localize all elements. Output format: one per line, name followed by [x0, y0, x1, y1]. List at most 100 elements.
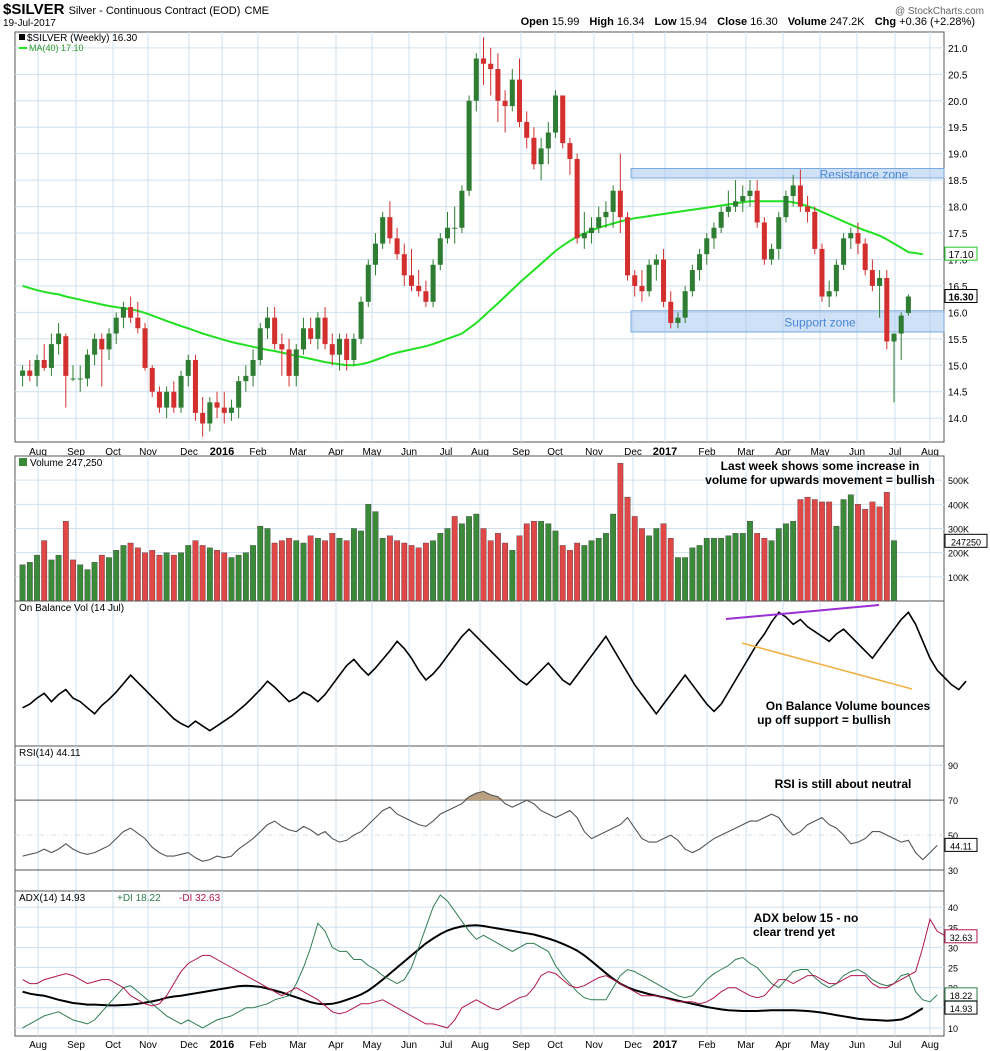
candle-body: [156, 391, 162, 408]
x-axis-tick: Aug: [29, 447, 47, 458]
minus-di-value-box: [944, 929, 978, 944]
candle-body: [524, 121, 530, 138]
open-label: Open: [520, 16, 549, 28]
volume-bar: [451, 516, 458, 602]
bottom-x-axis-tick: Oct: [105, 1040, 121, 1051]
volume-bar: [170, 554, 177, 602]
volume-bar: [41, 540, 48, 602]
plus-di-line: [22, 894, 938, 1029]
x-axis-tick: May: [811, 447, 830, 458]
price-axis-tick: 15.5: [948, 335, 968, 346]
volume-bar: [257, 525, 264, 602]
volume-bar: [732, 533, 739, 602]
volume-bar: [127, 542, 134, 602]
bottom-x-axis-tick: Jun: [401, 1040, 417, 1051]
volume-bar: [271, 542, 278, 602]
price-axis-tick: 20.0: [948, 97, 968, 108]
ohlc-readout: Open 15.99 High 16.34 Low 15.94 Close 16…: [521, 16, 982, 28]
x-axis-tick: Aug: [471, 447, 489, 458]
candle-body: [329, 344, 335, 355]
candle-body: [300, 328, 306, 350]
adx-annotation-line1: ADX below 15 - no: [754, 911, 859, 925]
candle-body: [401, 254, 407, 276]
volume-bar: [790, 521, 797, 602]
volume-bar: [718, 538, 725, 602]
candle-body: [884, 278, 890, 342]
candle-body: [761, 222, 767, 260]
candle-body: [387, 217, 393, 239]
x-axis-tick: Feb: [698, 447, 716, 458]
rsi-annotation: RSI is still about neutral: [775, 777, 912, 791]
bottom-x-axis-tick: Jun: [849, 1040, 865, 1051]
rsi-axis-tick: 90: [948, 761, 958, 771]
volume-bar: [358, 530, 364, 602]
ma-value-box: [944, 246, 978, 261]
candle-body: [365, 264, 371, 302]
candle-body: [603, 211, 609, 218]
volume-value-box: [944, 533, 988, 548]
candle-body: [653, 259, 659, 265]
volume-bar: [847, 494, 854, 602]
volume-bar: [552, 530, 559, 602]
volume-bar: [300, 542, 307, 602]
candle-body: [466, 100, 472, 191]
volume-bar: [509, 550, 516, 602]
volume-annotation-line2: volume for upwards movement = bullish: [705, 473, 935, 487]
candle-body: [279, 344, 285, 350]
rsi-value-box: [944, 837, 978, 852]
x-axis-tick: Apr: [775, 447, 791, 458]
price-axis-tick: 14.5: [948, 388, 968, 399]
candle-body: [315, 317, 321, 339]
volume-bar: [19, 564, 26, 602]
obv-annotation-line1: On Balance Volume bounces: [766, 699, 931, 713]
volume-bar: [48, 559, 55, 602]
candle-body: [718, 211, 724, 228]
bottom-x-axis-tick: Jul: [889, 1040, 902, 1051]
chart-exchange: CME: [244, 5, 269, 17]
price-axis-tick: 17.0: [948, 255, 968, 266]
chart-symbol: $SILVER Silver - Continuous Contract (EO…: [3, 1, 269, 18]
volume-axis-tick: 100K: [948, 573, 969, 583]
bottom-x-axis-tick: Dec: [624, 1040, 642, 1051]
bottom-x-axis-tick: Aug: [921, 1040, 939, 1051]
volume-bar: [783, 523, 789, 602]
candle-body: [178, 375, 184, 408]
volume-bar: [653, 528, 660, 602]
volume-bar: [372, 511, 379, 602]
candle-body: [77, 378, 83, 380]
volume-bar: [473, 513, 480, 602]
candle-body: [243, 375, 249, 382]
candle-body: [41, 360, 47, 368]
candle-body: [473, 58, 479, 101]
volume-bar: [523, 523, 530, 602]
candle-body: [444, 227, 451, 239]
volume-bar: [106, 557, 112, 602]
volume-axis-tick: 500K: [948, 476, 969, 486]
resistance-zone: [630, 167, 945, 179]
candle-body: [560, 95, 566, 144]
volume-bar: [797, 499, 804, 602]
volume-bar: [322, 540, 328, 602]
rsi-axis-tick: 70: [948, 796, 958, 806]
x-axis-tick: Dec: [180, 447, 198, 458]
plus-di-legend-label: +DI 18.22: [117, 893, 161, 904]
candle-body: [790, 185, 796, 196]
volume-bar: [696, 545, 703, 602]
volume-bar: [293, 540, 300, 602]
bottom-x-axis-tick: 2017: [653, 1039, 677, 1051]
volume-bar: [516, 535, 523, 602]
candle-body: [416, 285, 422, 292]
candle-body: [113, 317, 119, 334]
volume-bar: [444, 528, 451, 602]
copyright-label: @ StockCharts.com: [894, 6, 984, 17]
volume-bar: [278, 540, 285, 602]
minus-di-legend-label: -DI 32.63: [179, 893, 221, 904]
bottom-x-axis-tick: Sep: [67, 1040, 85, 1051]
candle-body: [689, 270, 695, 292]
volume-bar: [394, 540, 400, 602]
candle-body: [509, 79, 515, 107]
candle-body: [725, 206, 731, 212]
candle-body: [740, 196, 746, 202]
candle-body: [452, 227, 458, 229]
